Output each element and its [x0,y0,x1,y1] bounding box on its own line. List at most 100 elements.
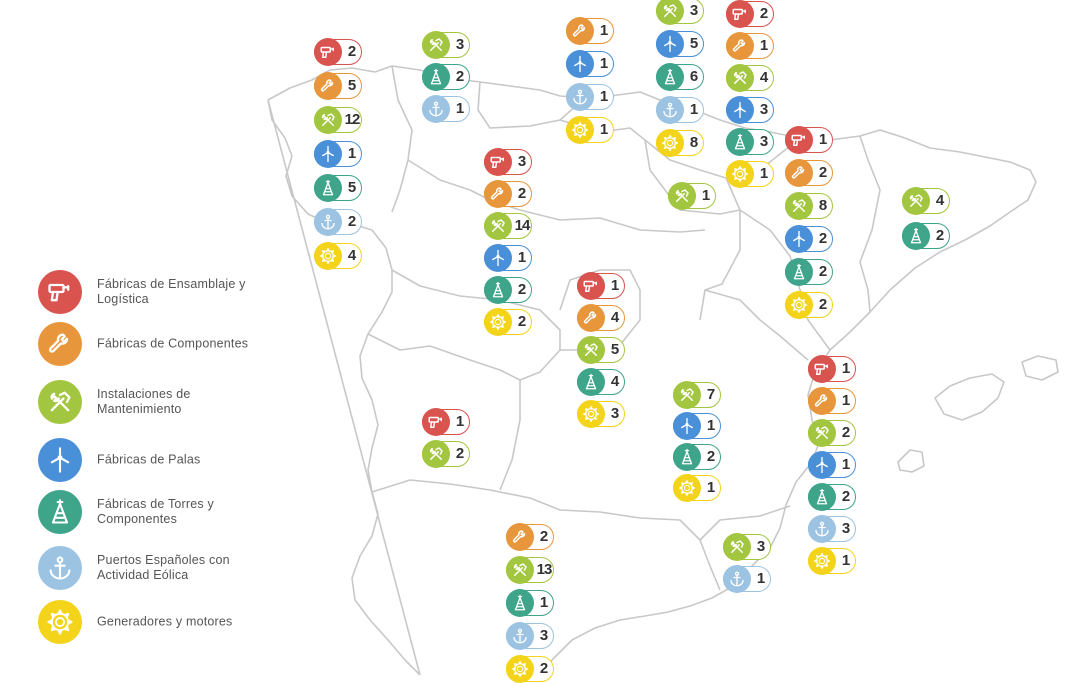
hammer-wrench-icon [723,533,751,561]
tower-icon [577,368,605,396]
badge-count: 2 [935,227,945,244]
badge-count: 5 [347,179,357,196]
badge-count: 1 [841,552,851,569]
drill-icon [785,126,813,154]
badge-puertos: 3 [506,622,554,650]
tower-icon [484,276,512,304]
hammer-wrench-icon [673,381,701,409]
tower-icon [902,222,930,250]
wind-turbine-icon [484,244,512,272]
anchor-icon [723,565,751,593]
hammer-wrench-icon [38,380,82,424]
badge-count: 2 [455,445,465,462]
anchor-icon [808,515,836,543]
legend-item-mantenimiento: Instalaciones de Mantenimiento [38,380,268,424]
badge-puertos: 1 [422,95,470,123]
wrench-icon [808,387,836,415]
legend-item-ensamblaje: Fábricas de Ensamblaje y Logística [38,270,268,314]
badge-generadores: 2 [506,655,554,683]
drill-icon [422,408,450,436]
anchor-icon [422,95,450,123]
badge-count: 2 [517,185,527,202]
badge-count: 1 [599,22,609,39]
badge-count: 2 [818,263,828,280]
badge-torres: 2 [902,222,950,250]
badge-count: 3 [689,2,699,19]
badge-ensamblaje: 1 [422,408,470,436]
menorca [1021,355,1059,381]
wind-turbine-icon [673,412,701,440]
wrench-icon [566,17,594,45]
badge-mantenimiento: 4 [902,187,950,215]
tower-icon [808,483,836,511]
legend-label: Fábricas de Componentes [97,336,249,351]
badge-componentes: 5 [314,72,362,100]
badge-generadores: 1 [726,160,774,188]
badge-generadores: 4 [314,242,362,270]
badge-count: 5 [347,77,357,94]
badge-count: 3 [759,101,769,118]
wind-turbine-icon [566,50,594,78]
drill-icon [484,148,512,176]
gear-icon [577,400,605,428]
hammer-wrench-icon [656,0,684,25]
tower-icon [673,443,701,471]
badge-puertos: 1 [656,96,704,124]
badge-count: 1 [599,88,609,105]
anchor-icon [656,96,684,124]
badge-count: 3 [455,36,465,53]
badge-puertos: 2 [314,208,362,236]
hammer-wrench-icon [577,336,605,364]
badge-componentes: 1 [726,32,774,60]
legend-item-torres: Fábricas de Torres y Componentes [38,490,268,534]
badge-count: 1 [706,417,716,434]
badge-torres: 3 [726,128,774,156]
badge-componentes: 2 [484,180,532,208]
badge-count: 1 [759,165,769,182]
badge-generadores: 1 [808,547,856,575]
badge-torres: 6 [656,63,704,91]
badge-mantenimiento: 3 [422,31,470,59]
spain-outline [267,65,1037,675]
badge-count: 1 [818,131,828,148]
wind-turbine-icon [726,96,754,124]
gear-icon [566,116,594,144]
legend-item-generadores: Generadores y motores [38,600,268,644]
badge-count: 1 [756,570,766,587]
badge-mantenimiento: 2 [422,440,470,468]
badge-count: 5 [689,35,699,52]
badge-count: 3 [610,405,620,422]
wind-turbine-icon [785,225,813,253]
tower-icon [656,63,684,91]
badge-generadores: 1 [566,116,614,144]
badge-palas: 1 [484,244,532,272]
badge-count: 2 [455,68,465,85]
badge-count: 2 [347,213,357,230]
hammer-wrench-icon [785,192,813,220]
wrench-icon [484,180,512,208]
badge-palas: 1 [566,50,614,78]
badge-count: 2 [841,488,851,505]
badge-count: 1 [517,249,527,266]
gear-icon [726,160,754,188]
badge-count: 1 [455,413,465,430]
drill-icon [726,0,754,28]
badge-componentes: 2 [506,523,554,551]
badge-count: 2 [818,230,828,247]
badge-count: 2 [841,424,851,441]
hammer-wrench-icon [808,419,836,447]
hammer-wrench-icon [902,187,930,215]
badge-count: 3 [759,133,769,150]
wind-turbine-icon [656,30,684,58]
anchor-icon [506,622,534,650]
gear-icon [656,129,684,157]
badge-generadores: 2 [484,308,532,336]
badge-mantenimiento: 2 [808,419,856,447]
badge-count: 1 [539,594,549,611]
badge-mantenimiento: 1 [668,182,716,210]
badge-ensamblaje: 3 [484,148,532,176]
gear-icon [785,291,813,319]
badge-count: 12 [344,111,361,128]
badge-mantenimiento: 4 [726,64,774,92]
drill-icon [577,272,605,300]
